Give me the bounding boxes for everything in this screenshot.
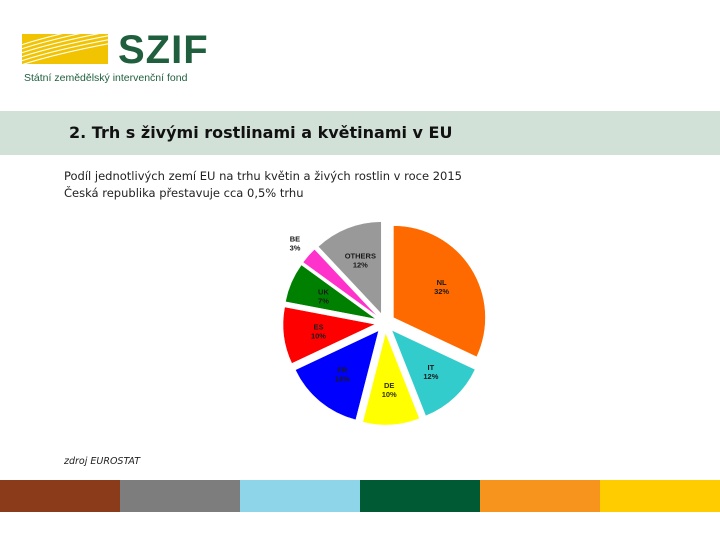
szif-logo: SZIF Státní zemědělský intervenční fond xyxy=(22,30,222,86)
slice-label-fr: FR xyxy=(337,366,348,375)
pie-slice-de xyxy=(362,332,420,426)
pie-slice-fr xyxy=(295,330,380,421)
slice-value-de: 10% xyxy=(382,390,397,399)
pie-slice-be xyxy=(302,248,378,317)
slice-value-it: 12% xyxy=(423,372,438,381)
subtitle-line-2: Česká republika přestavuje cca 0,5% trhu xyxy=(64,186,304,200)
pie-slice-nl xyxy=(393,225,486,358)
slice-label-de: DE xyxy=(384,381,394,390)
pie-slice-others xyxy=(317,221,382,315)
footer-color-bar xyxy=(0,480,720,512)
footer-segment-4 xyxy=(360,480,480,512)
field-stripes-logo xyxy=(22,34,108,64)
slice-label-es: ES xyxy=(313,322,323,331)
slice-value-be: 3% xyxy=(290,244,301,253)
pie-slice-es xyxy=(282,306,376,364)
logo-name: SZIF xyxy=(118,28,209,72)
footer-segment-3 xyxy=(240,480,360,512)
slice-label-uk: UK xyxy=(318,287,329,296)
logo-subtitle: Státní zemědělský intervenční fond xyxy=(24,72,188,84)
slice-value-fr: 14% xyxy=(335,375,350,384)
slice-label-be: BE xyxy=(290,235,300,244)
title-band: 2. Trh s živými rostlinami a květinami v… xyxy=(0,111,720,155)
slice-value-others: 12% xyxy=(353,261,368,270)
footer-segment-2 xyxy=(120,480,240,512)
page-title: 2. Trh s živými rostlinami a květinami v… xyxy=(69,123,453,142)
footer-segment-1 xyxy=(0,480,120,512)
source-note: zdroj EUROSTAT xyxy=(64,456,140,467)
slice-label-it: IT xyxy=(428,363,435,372)
pie-slice-uk xyxy=(285,264,376,320)
slice-value-es: 10% xyxy=(311,331,326,340)
slice-label-nl: NL xyxy=(437,278,447,287)
slice-label-others: OTHERS xyxy=(345,252,376,261)
footer-segment-6 xyxy=(600,480,720,512)
slice-value-uk: 7% xyxy=(318,296,329,305)
slice-value-nl: 32% xyxy=(434,287,449,296)
pie-slice-it xyxy=(391,329,476,417)
footer-segment-5 xyxy=(480,480,600,512)
pie-chart: NL32%IT12%DE10%FR14%ES10%UK7%BE3%OTHERS1… xyxy=(282,221,486,426)
subtitle-line-1: Podíl jednotlivých zemí EU na trhu květi… xyxy=(64,169,462,183)
